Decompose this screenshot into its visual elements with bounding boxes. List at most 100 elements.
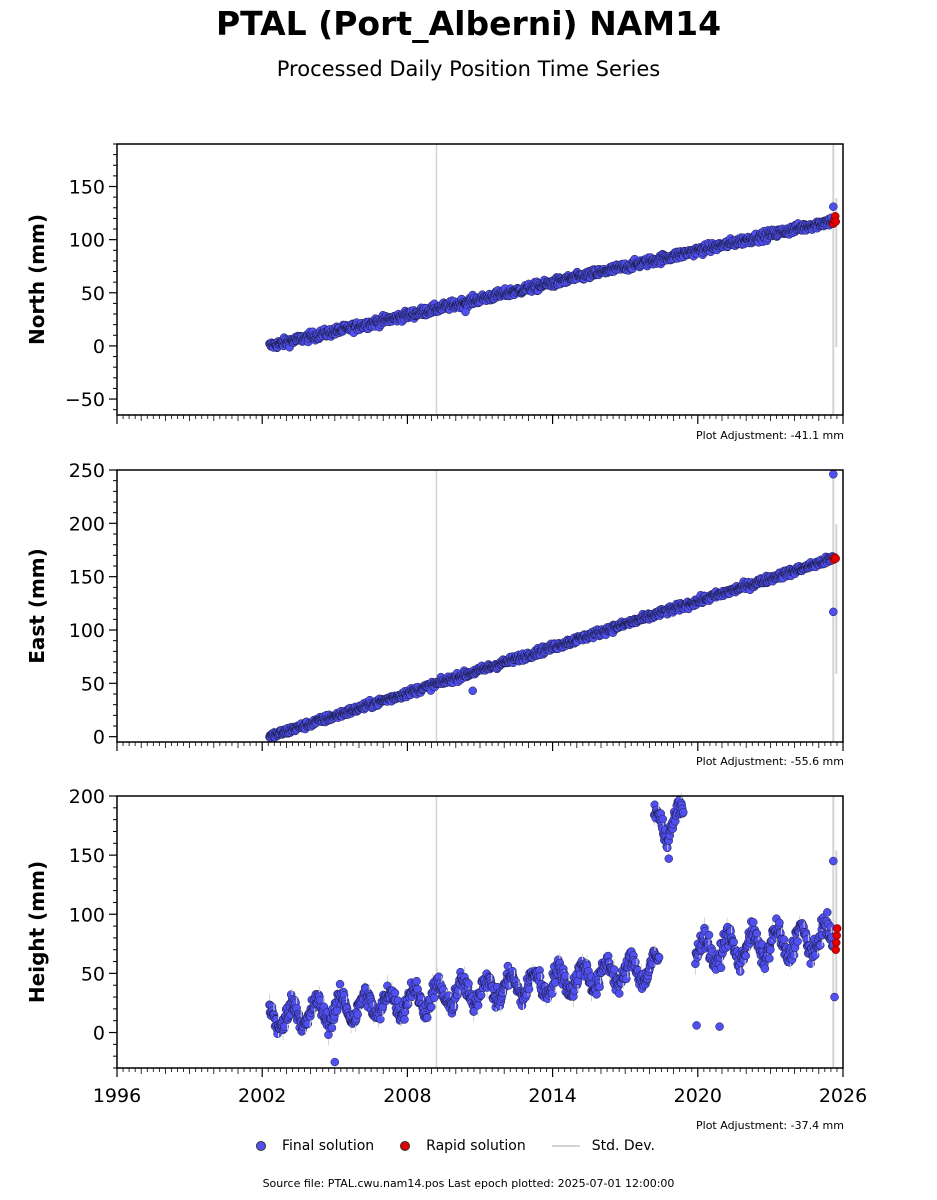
plot-frame [116,143,844,416]
y-tick-label: 200 [69,513,105,535]
final-solution-point [829,470,838,479]
y-tick-label: 50 [81,673,105,695]
final-solution-point [775,918,784,928]
final-solution-point [430,993,439,1003]
final-solution-point [741,951,750,961]
final-solution-point [335,979,345,989]
y-tick-label: −50 [65,389,105,411]
final-solution-point [390,988,400,998]
y-tick-label: 50 [81,963,105,985]
rapid-solution-point [832,924,842,933]
legend-rapid: Rapid solution [400,1138,526,1154]
rapid-solution-point [831,938,841,947]
north-plot-adjustment: Plot Adjustment: -41.1 mm [696,429,844,442]
final-solution-point [793,937,802,946]
y-tick-label: 100 [69,230,105,252]
rapid-solution-point [831,217,840,226]
final-solution-point [631,957,640,967]
final-solution-point [654,953,664,962]
y-tick-label: 0 [93,727,105,749]
chart-title: PTAL (Port_Alberni) NAM14 [215,4,722,43]
final-solution-point [464,979,473,988]
legend-rapid-label: Rapid solution [426,1138,526,1154]
final-solution-point [461,307,470,317]
x-tick-label: 1996 [93,1085,141,1107]
final-solution-point [476,990,486,1000]
panel-2: 0 50 100 150 200 1996 2002 2008 2014 2020 2026 Heig… [25,786,867,1107]
final-solution-point [752,929,762,938]
final-solution-point [716,963,726,973]
final-solution-point [353,1010,362,1019]
x-tick-label: 2026 [819,1085,867,1107]
final-solution-point [468,686,477,696]
final-solution-point [427,1002,436,1012]
x-tick-label: 2008 [383,1085,431,1107]
final-solution-point [473,1001,483,1010]
legend-rapid-marker [400,1141,411,1151]
final-solution-point [592,990,601,999]
y-axis-label: Height (mm) [25,861,49,1003]
x-tick-label: 2014 [528,1085,576,1107]
final-solution-point [550,978,560,987]
final-solution-point [823,908,832,917]
y-tick-label: 0 [93,336,105,358]
final-solution-point [779,935,789,944]
final-solution-point [760,964,770,973]
final-solution-point [789,950,799,960]
legend-stddev-marker [551,1145,580,1147]
y-tick-label: 150 [69,567,105,589]
final-solution-point [735,967,745,976]
final-solution-point [615,989,624,998]
final-solution-point [704,930,714,940]
final-solution-point [830,992,839,1002]
rapid-solution-point [831,554,840,563]
final-solution-point [609,965,619,974]
final-solution-point [330,1057,340,1067]
legend-final: Final solution [256,1138,374,1154]
final-solution-point [766,945,775,955]
final-solution-point [765,954,774,963]
panel-1: 0 50 100 150 200 250 East (mm) [25,460,844,751]
y-tick-label: 0 [93,1023,105,1045]
final-solution-point [829,607,838,617]
final-solution-point [561,971,570,980]
final-solution-point [692,1021,701,1030]
rapid-solution-point [832,931,841,940]
final-solution-point [664,854,674,863]
panel-0: −50 0 50 100 150 North (mm) [25,143,844,424]
final-solution-point [663,843,672,853]
y-tick-label: 150 [69,177,105,199]
final-solution-point [749,918,758,927]
east-plot-adjustment: Plot Adjustment: -55.6 mm [696,755,844,768]
plot-frame [116,469,844,743]
final-solution-point [622,974,631,984]
final-solution-point [729,937,738,947]
final-solution-point [815,941,825,950]
y-tick-label: 50 [81,283,105,305]
y-axis-label: East (mm) [25,548,49,664]
height-plot-adjustment: Plot Adjustment: -37.4 mm [696,1119,844,1132]
legend: Final solution Rapid solution Std. Dev. [256,1138,681,1154]
final-solution-point [422,1013,432,1022]
y-tick-label: 150 [69,845,105,867]
y-axis-label: North (mm) [25,214,49,345]
final-solution-point [658,814,668,824]
final-solution-point [412,976,421,986]
y-tick-label: 250 [69,460,105,482]
final-solution-point [679,808,688,817]
legend-final-label: Final solution [282,1138,375,1154]
source-footer: Source file: PTAL.cwu.nam14.pos Last epo… [262,1177,675,1190]
final-solution-point [524,984,534,994]
final-solution-point [403,999,413,1009]
x-tick-label: 2002 [238,1085,286,1107]
final-solution-point [535,972,545,981]
legend-stddev: Std. Dev. [551,1138,655,1154]
final-solution-point [400,1015,409,1024]
x-tick-label: 2020 [674,1085,722,1107]
legend-stddev-label: Std. Dev. [591,1138,655,1154]
final-solution-point [715,1022,724,1031]
y-tick-label: 200 [69,786,105,808]
legend-final-marker [256,1141,266,1151]
chart-subtitle: Processed Daily Position Time Series [276,57,661,81]
